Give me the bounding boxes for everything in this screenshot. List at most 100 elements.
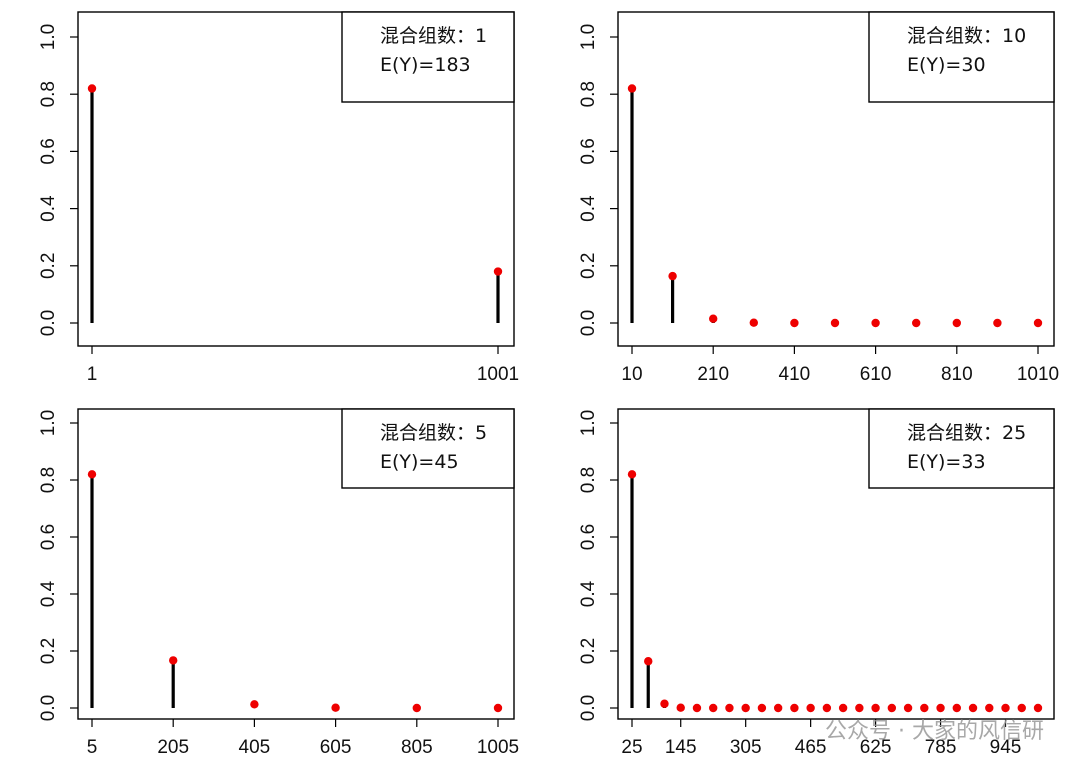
y-tick-label: 0.0 [578, 695, 599, 721]
data-point [1033, 318, 1043, 328]
data-point [887, 703, 897, 713]
data-point [985, 703, 994, 713]
data-point [838, 703, 848, 713]
legend-box [868, 11, 1055, 103]
x-tick-label: 410 [779, 364, 811, 385]
y-tick-label: 1.0 [578, 24, 599, 50]
data-point [331, 703, 340, 712]
data-point [627, 470, 637, 479]
data-point [250, 700, 259, 709]
x-tick-label: 785 [925, 737, 957, 758]
x-tick-label: 5 [87, 737, 98, 758]
legend-box [868, 408, 1055, 489]
chart-panel-3: 0.0 0.2 0.4 0.6 0.8 1.0 5 205 405 605 805 1005 混合组数：… [38, 408, 519, 758]
data-point [709, 703, 718, 713]
x-tick-label: 945 [990, 737, 1022, 758]
legend-box [341, 408, 515, 489]
y-tick-label: 0.0 [578, 310, 599, 336]
y-tick-label: 0.4 [38, 580, 59, 607]
y-tick-label: 0.4 [578, 195, 599, 222]
data-point [87, 470, 97, 479]
y-tick-label: 0.2 [38, 638, 59, 664]
data-point [952, 318, 961, 328]
data-point [493, 267, 503, 276]
data-point [790, 703, 799, 713]
data-point [790, 318, 799, 328]
data-point [757, 703, 767, 713]
plot-frame [77, 11, 515, 347]
y-tick-label: 0.4 [578, 580, 599, 607]
legend-line-2: E(Y)=183 [380, 54, 471, 76]
watermark-text: 公众号 · 大家的风信研 [825, 719, 1044, 744]
x-tick-label: 1 [87, 364, 98, 385]
data-point [920, 703, 929, 713]
x-tick-label: 1005 [477, 737, 519, 758]
x-tick-label: 610 [860, 364, 892, 385]
data-point [493, 703, 503, 713]
data-point [806, 703, 815, 713]
plot-frame [617, 11, 1055, 347]
legend-line-2: E(Y)=45 [380, 451, 459, 473]
x-tick-label: 10 [621, 364, 642, 385]
x-tick-label: 465 [795, 737, 827, 758]
data-point [1001, 703, 1010, 713]
y-tick-label: 0.6 [38, 138, 59, 164]
y-tick-label: 0.8 [38, 81, 59, 107]
y-tick-label: 0.0 [38, 695, 59, 721]
y-tick-label: 0.2 [578, 253, 599, 279]
x-tick-label: 210 [697, 364, 729, 385]
y-tick-label: 0.2 [38, 253, 59, 279]
data-point [692, 703, 702, 713]
data-point [1033, 703, 1043, 713]
data-point [855, 703, 864, 713]
data-point [660, 699, 669, 708]
y-tick-label: 1.0 [578, 410, 599, 436]
x-tick-label: 405 [239, 737, 271, 758]
x-tick-label: 625 [860, 737, 892, 758]
data-point [936, 703, 945, 713]
chart-panel-4: 0.0 0.2 0.4 0.6 0.8 1.0 25 145 305 465 625 785 945 混合… [578, 408, 1055, 758]
x-tick-label: 805 [401, 737, 433, 758]
x-tick-label: 305 [730, 737, 762, 758]
legend-line-2: E(Y)=30 [907, 54, 986, 76]
data-point [993, 318, 1002, 328]
data-point [676, 703, 685, 712]
x-tick-label: 605 [320, 737, 352, 758]
data-point [773, 703, 783, 713]
data-point [169, 656, 178, 665]
data-point [871, 703, 880, 713]
chart-panel-2: 0.0 0.2 0.4 0.6 0.8 1.0 10 210 410 610 810 1010 混合组数… [578, 11, 1059, 385]
x-tick-label: 25 [621, 737, 642, 758]
chart-panel-1: 0.0 0.2 0.4 0.6 0.8 1.0 1 1001 混合组数：1 E(Y)=183 [38, 11, 519, 385]
plot-frame [617, 408, 1055, 720]
y-tick-label: 0.4 [38, 195, 59, 222]
legend-line-1: 混合组数：10 [907, 25, 1026, 47]
x-tick-label: 1010 [1017, 364, 1059, 385]
data-point [741, 703, 750, 713]
y-tick-label: 0.8 [38, 467, 59, 493]
y-tick-label: 0.2 [578, 638, 599, 664]
data-point [644, 657, 653, 666]
y-tick-label: 0.8 [578, 81, 599, 107]
legend-line-1: 混合组数：5 [380, 422, 487, 444]
legend-line-1: 混合组数：25 [907, 422, 1026, 444]
y-tick-label: 0.8 [578, 467, 599, 493]
data-point [1017, 703, 1026, 713]
data-point [87, 84, 97, 93]
x-tick-label: 810 [941, 364, 973, 385]
y-tick-label: 0.6 [578, 138, 599, 164]
data-point [871, 318, 880, 328]
data-point [952, 703, 961, 713]
data-point [968, 703, 978, 713]
x-tick-label: 205 [157, 737, 189, 758]
data-point [668, 271, 677, 281]
data-point [903, 703, 913, 713]
data-point [912, 318, 921, 328]
x-tick-label: 145 [665, 737, 697, 758]
y-tick-label: 1.0 [38, 24, 59, 50]
legend-line-2: E(Y)=33 [907, 451, 986, 473]
data-point [822, 703, 832, 713]
data-point [749, 318, 758, 327]
x-tick-label: 1001 [477, 364, 519, 385]
